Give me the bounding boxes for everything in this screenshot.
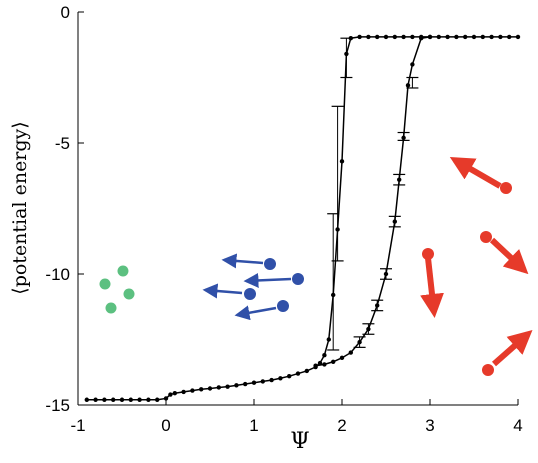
blue-particle — [277, 300, 289, 312]
series-1-point — [498, 34, 503, 40]
series-1-point — [111, 397, 116, 402]
red-particle — [422, 248, 434, 260]
blue-arrow — [202, 283, 243, 299]
blue-particle — [244, 288, 256, 300]
series-1-point — [251, 380, 257, 385]
blue-arrow — [234, 305, 277, 321]
tick-labels: -1 0 1 2 3 40-5-10-15 — [45, 3, 522, 435]
series-1-point — [155, 397, 160, 402]
y-tick-label: -10 — [45, 265, 70, 284]
series-1-point — [489, 34, 494, 40]
series-1-point — [207, 386, 213, 391]
series-1-point — [410, 34, 415, 40]
series-line-2 — [315, 36, 431, 367]
series-2-point — [331, 359, 336, 364]
series-1-point — [225, 384, 230, 389]
green-particle — [117, 265, 129, 277]
series-1-point — [278, 376, 283, 381]
red-arrow — [492, 330, 533, 367]
series-1-point — [128, 397, 133, 402]
x-tick-label: 3 — [425, 416, 434, 435]
series-2-point — [427, 34, 433, 40]
series-1-point — [163, 396, 169, 401]
red-arrow — [420, 257, 444, 318]
series-1-point — [102, 397, 107, 402]
series-1-point — [243, 381, 248, 387]
series-2-point — [410, 62, 415, 67]
y-tick-label: -5 — [55, 134, 70, 153]
red-particle — [480, 231, 492, 243]
series-2-point — [313, 363, 318, 368]
series-2-point — [405, 83, 411, 88]
y-tick-label: -15 — [45, 396, 70, 415]
series-1-point — [168, 392, 173, 397]
series-1-point — [260, 379, 265, 384]
series-1-point — [454, 34, 459, 40]
series-1-point — [84, 397, 90, 402]
series-line-1 — [86, 36, 518, 401]
series-1-point — [93, 397, 98, 402]
series-2-point — [322, 362, 327, 367]
series-2-point — [348, 350, 353, 355]
series-group — [84, 34, 521, 402]
red-particle — [482, 364, 494, 376]
x-tick-label: -1 — [70, 416, 85, 435]
series-1-point — [119, 397, 125, 402]
x-tick-label: 2 — [337, 416, 346, 435]
series-1-point — [304, 368, 309, 374]
series-1-point — [322, 353, 327, 358]
green-particle — [99, 278, 111, 290]
x-axis-label: Ψ — [290, 429, 309, 454]
y-axis-label: ⟨potential energy⟩ — [9, 121, 31, 294]
x-tick-label: 0 — [161, 416, 170, 435]
axes — [77, 11, 519, 406]
series-1-point — [287, 373, 292, 379]
red-particle — [500, 182, 512, 194]
blue-arrow — [243, 272, 292, 288]
series-1-point — [172, 391, 177, 396]
series-1-point — [366, 34, 371, 40]
series-1-point — [234, 383, 239, 388]
series-2-point — [339, 355, 345, 361]
series-1-point — [269, 377, 274, 383]
series-1-point — [216, 385, 221, 390]
series-1-point — [137, 397, 142, 402]
series-1-point — [463, 34, 468, 40]
blue-particles-illustration — [202, 253, 304, 321]
series-1-point — [181, 389, 186, 395]
x-tick-label: 4 — [513, 416, 522, 435]
y-tick-label: 0 — [61, 3, 70, 22]
series-1-point — [471, 34, 477, 40]
series-1-point — [295, 371, 301, 376]
series-1-point — [375, 34, 380, 40]
blue-arrow — [221, 253, 264, 269]
blue-particle — [292, 273, 304, 285]
red-arrow — [449, 156, 502, 189]
series-1-point — [339, 159, 345, 164]
blue-particle — [264, 258, 276, 270]
series-1-point — [146, 397, 151, 402]
series-1-point — [357, 34, 362, 40]
series-1-point — [199, 387, 204, 392]
red-arrow — [489, 237, 529, 275]
x-tick-label: 1 — [249, 416, 258, 435]
series-1-point — [515, 34, 521, 40]
green-particle — [105, 302, 117, 314]
series-1-point — [326, 337, 331, 342]
green-particles-illustration — [99, 265, 135, 314]
series-1-point — [383, 34, 389, 40]
series-1-point — [190, 388, 195, 393]
series-1-point — [445, 34, 450, 40]
series-1-point — [401, 34, 406, 40]
series-1-point — [392, 34, 397, 40]
series-1-point — [436, 34, 441, 40]
series-1-point — [507, 34, 512, 40]
red-particles-illustration — [420, 156, 533, 376]
green-particle — [123, 288, 135, 300]
series-2-point — [419, 36, 424, 41]
series-1-point — [480, 34, 485, 40]
